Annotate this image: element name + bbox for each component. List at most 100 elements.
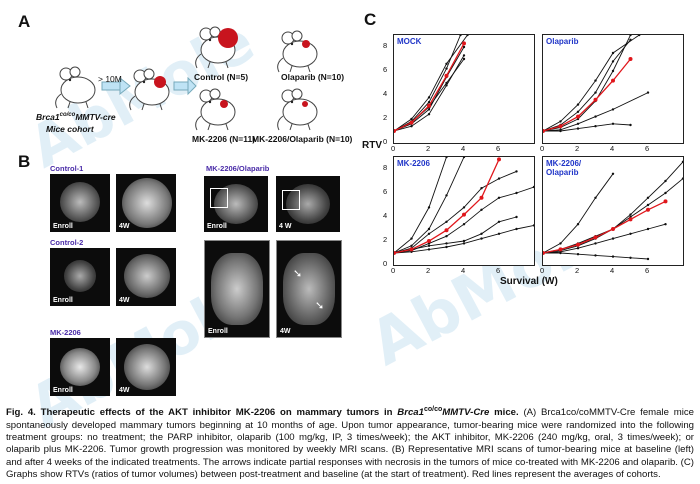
series-line-point [629,232,632,235]
x-tick-label: 4 [461,266,466,275]
series-line-point [646,91,650,94]
series-line-point [459,35,462,37]
average-line-point [628,57,633,61]
series-line-point [445,220,448,223]
y-tick-label: 0 [383,259,388,268]
series-line-point [410,125,413,128]
series-line-point [559,129,562,133]
series-line-point [427,248,431,251]
arrow-label: > 10M [98,74,122,84]
x-tick-label: 2 [575,144,580,153]
series-line [394,46,465,132]
series-line-point [445,62,448,65]
rtv-axis-label: RTV [362,140,382,151]
series-line-point [638,35,641,37]
series-line-point [515,227,518,231]
series-line-point [594,79,597,82]
series-line-point [611,237,615,240]
series-line-point [629,123,632,127]
series-line-point [480,232,483,235]
y-tick-label: 6 [383,65,388,74]
series-line-point [427,101,431,104]
series-line-point [462,239,466,243]
x-tick-label: 0 [540,266,545,275]
series-line-point [576,103,580,106]
average-line-point [427,103,431,108]
series-line-point [559,242,562,245]
average-line [543,58,632,132]
x-tick-label: 2 [575,266,580,275]
mri-control1-enroll: Enroll [50,174,110,232]
series-line-point [497,177,501,180]
series-line-point [445,67,448,70]
series-line [394,216,517,254]
series-line-point [611,69,615,73]
arrow-to-groups-icon [173,76,197,96]
arrow-icon: ➘ [315,300,325,312]
series-line-point [611,172,615,175]
average-line-point [543,129,545,133]
series-line [543,39,631,132]
series-line-point [445,235,448,238]
series-line-point [576,127,580,130]
group-olaparib-label: Olaparib (N=10) [281,72,345,82]
combo-label: MK-2206/Olaparib [206,164,270,173]
series-line-point [410,244,413,247]
panel-a-illustration [55,26,318,131]
series-line [394,170,517,254]
x-tick-label: 0 [540,144,545,153]
chart-title: MOCK [397,37,422,46]
average-line-point [427,239,431,243]
average-line-point [611,78,615,83]
series-line-point [427,232,431,235]
average-line [394,159,500,254]
y-tick-label: 4 [383,211,388,220]
average-line-point [646,207,650,212]
mri-combo-enroll: Enroll [204,176,268,232]
average-line-point [394,129,396,133]
series-line-point [445,81,448,85]
series-line-point [497,232,501,235]
series-line-point [629,213,632,216]
average-line-point [628,217,633,222]
series-line-point [497,220,501,223]
series-line-point [681,160,683,163]
average-line-point [611,227,615,231]
series-line-point [576,247,580,250]
x-tick-label: 6 [496,144,501,153]
group-combo-label: MK-2206/Olaparib (N=10) [252,134,353,144]
series-line-point [427,108,431,111]
series-line-point [480,237,483,240]
series-line-point [480,208,483,211]
figure-caption: Fig. 4. Therapeutic effects of the AKT i… [6,406,695,481]
series-line-point [611,122,615,126]
average-line-point [558,124,563,129]
average-line-point [497,157,501,162]
cohort-label: Brca1co/coMMTV-cre [36,112,116,122]
chart-plot [394,35,469,133]
y-tick-label: 8 [383,163,388,172]
mri-control2-4w: 4W [116,248,176,306]
rtv-chart: Olaparib [542,34,684,144]
series-line [543,223,666,254]
series-line-point [427,96,431,99]
series-line-point [576,223,580,226]
chart-plot [543,160,683,261]
average-line-point [593,235,598,240]
x-tick-label: 6 [645,266,650,275]
cohort-sublabel: Mice cohort [46,124,94,134]
rtv-chart: MK-2206/ Olaparib [542,156,684,266]
series-line-point [445,245,448,249]
series-line [543,35,631,132]
series-line-point [515,215,518,219]
tumor-mouse [129,68,170,111]
average-line-point [409,247,414,252]
series-line-point [462,223,466,226]
series-line-point [646,203,650,207]
series-line-point [462,57,466,61]
average-line-point [593,97,598,102]
average-line-point [576,242,580,247]
series-line-point [445,242,448,245]
x-tick-label: 2 [426,144,431,153]
series-line-point [427,113,431,116]
